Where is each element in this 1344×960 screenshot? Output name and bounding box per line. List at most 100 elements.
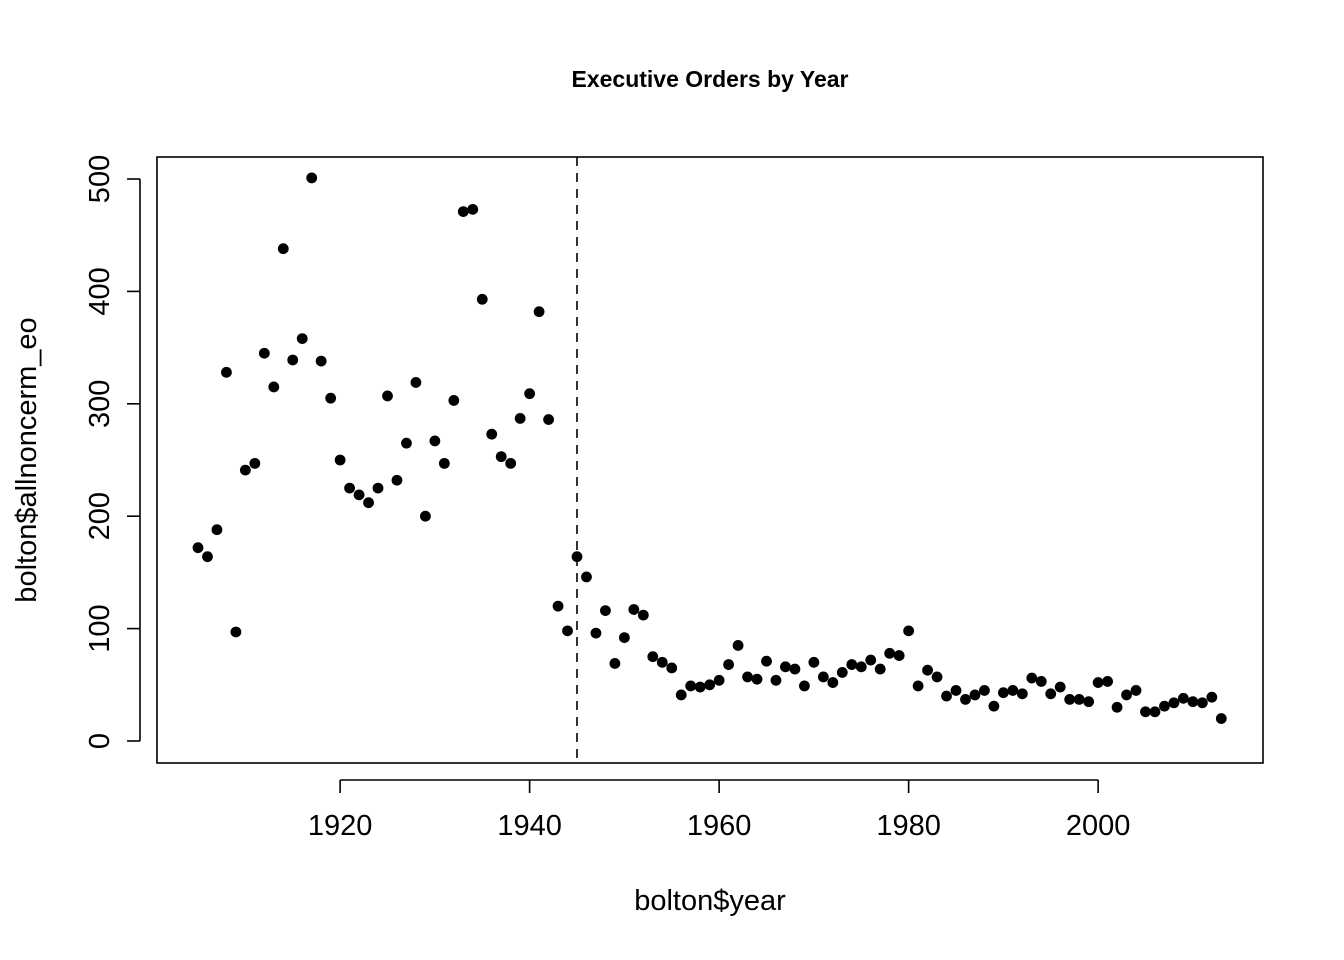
data-point (211, 524, 223, 536)
data-point (761, 655, 772, 667)
data-point (922, 664, 933, 676)
data-point (1178, 692, 1189, 704)
y-tick-label: 500 (84, 155, 116, 203)
data-point (609, 658, 621, 669)
data-point (524, 388, 536, 400)
data-point (675, 689, 687, 701)
data-point (685, 680, 697, 692)
data-point (562, 625, 573, 637)
data-point (486, 428, 498, 440)
data-point (296, 333, 308, 345)
chart-title: Executive Orders by Year (571, 66, 848, 92)
data-point (808, 656, 820, 668)
x-tick-label: 1940 (497, 810, 562, 842)
data-point (704, 679, 716, 691)
data-point (903, 625, 915, 637)
data-point (268, 381, 280, 393)
data-point (1196, 697, 1208, 709)
data-point (694, 681, 706, 693)
data-point (1073, 694, 1085, 705)
data-point (1026, 672, 1038, 684)
data-point (1206, 691, 1218, 703)
data-point (438, 457, 450, 469)
data-point (1016, 688, 1028, 700)
data-point (533, 306, 545, 318)
data-point (960, 694, 971, 705)
data-point (590, 627, 602, 639)
data-point (239, 464, 251, 476)
data-point (618, 632, 630, 643)
data-point (192, 542, 204, 554)
data-point (780, 661, 791, 673)
data-point (912, 680, 924, 692)
data-point (1007, 685, 1019, 696)
data-point (221, 366, 232, 378)
data-point (713, 674, 725, 686)
y-tick-label: 400 (84, 267, 116, 315)
data-point (363, 497, 374, 509)
data-point (1130, 685, 1142, 696)
data-point (325, 392, 337, 404)
x-tick-label: 1920 (308, 810, 373, 842)
data-point (1121, 689, 1132, 701)
data-point (1035, 676, 1047, 687)
y-tick-label: 200 (84, 492, 116, 540)
data-point (401, 437, 412, 449)
data-point (799, 680, 810, 692)
data-point (581, 571, 592, 583)
y-tick-label: 300 (84, 380, 116, 428)
data-point (647, 651, 659, 663)
data-point (334, 454, 346, 466)
data-point (552, 600, 564, 612)
x-axis: 1920 1940 1960 1980 2000 (308, 779, 1131, 842)
data-point (457, 206, 469, 217)
data-point (666, 662, 678, 674)
data-points (192, 172, 1227, 724)
data-point (969, 689, 981, 701)
y-tick-label: 100 (84, 604, 116, 652)
data-point (600, 605, 611, 617)
data-point (941, 690, 952, 702)
data-point (893, 650, 905, 661)
data-point (1102, 676, 1113, 687)
data-point (571, 551, 583, 563)
data-point (476, 293, 488, 305)
data-point (505, 457, 517, 469)
data-point (467, 203, 479, 215)
data-point (1054, 681, 1066, 693)
data-point (817, 671, 829, 683)
data-point (997, 687, 1009, 699)
data-point (950, 685, 962, 696)
data-point (230, 626, 242, 638)
data-point (742, 671, 753, 683)
data-point (751, 673, 763, 685)
data-point (514, 413, 526, 424)
data-point (855, 661, 867, 673)
data-point (382, 390, 393, 402)
data-point (846, 659, 858, 670)
data-point (372, 482, 384, 494)
data-point (827, 677, 839, 688)
data-point (1064, 694, 1076, 705)
data-point (836, 667, 848, 678)
data-point (1140, 706, 1151, 718)
data-point (429, 435, 441, 447)
plot-frame (156, 156, 1264, 764)
data-point (1168, 697, 1180, 709)
data-point (732, 640, 744, 651)
data-point (874, 663, 886, 675)
data-point (1092, 677, 1104, 688)
data-point (353, 489, 365, 501)
data-point (448, 395, 460, 406)
data-point (315, 355, 327, 367)
data-point (306, 172, 318, 184)
x-tick-label: 1980 (876, 810, 941, 842)
data-point (865, 654, 877, 666)
data-point (931, 671, 943, 683)
x-tick-label: 2000 (1066, 810, 1131, 842)
data-point (988, 700, 1000, 712)
y-axis: 0 100 200 300 400 500 (84, 155, 141, 749)
data-point (637, 609, 649, 621)
y-tick-label: 0 (84, 733, 116, 749)
data-point (770, 674, 782, 686)
